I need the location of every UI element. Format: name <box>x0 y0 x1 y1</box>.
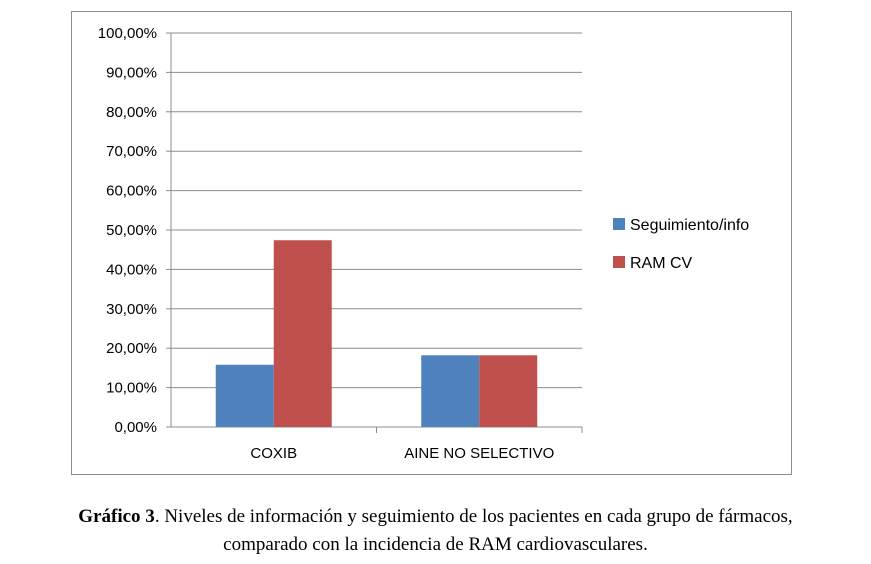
y-tick-label: 100,00% <box>98 25 157 42</box>
figure-caption: Gráfico 3. Niveles de información y segu… <box>0 503 871 559</box>
y-tick-label: 60,00% <box>106 183 157 200</box>
bar <box>421 355 480 427</box>
y-tick-label: 30,00% <box>106 301 157 318</box>
bar-chart: 0,00% 10,00% 20,00% 30,00% 40,00% 50,00% 60,00… <box>98 25 750 462</box>
caption-line-2: comparado con la incidencia de RAM cardi… <box>223 534 648 555</box>
y-tick-label: 80,00% <box>106 104 157 121</box>
y-tick-label: 40,00% <box>106 261 157 278</box>
y-tick-label: 0,00% <box>114 419 157 436</box>
y-tick-label: 50,00% <box>106 222 157 239</box>
y-tick-label: 20,00% <box>106 340 157 357</box>
legend-swatch <box>613 256 625 268</box>
legend-swatch <box>613 218 625 230</box>
x-tick-label: COXIB <box>250 445 297 462</box>
bar <box>273 240 332 427</box>
y-tick-label: 70,00% <box>106 143 157 160</box>
caption-label: Gráfico 3 <box>78 506 155 527</box>
caption-line-1: Gráfico 3. Niveles de información y segu… <box>0 503 871 531</box>
y-tick-label: 10,00% <box>106 380 157 397</box>
x-tick-label: AINE NO SELECTIVO <box>404 445 554 462</box>
legend-label: Seguimiento/info <box>630 217 749 234</box>
bar <box>215 364 274 427</box>
caption-text: . Niveles de información y seguimiento d… <box>154 506 793 527</box>
y-tick-label: 90,00% <box>106 64 157 81</box>
legend-label: RAM CV <box>630 255 693 272</box>
bar <box>479 355 538 427</box>
